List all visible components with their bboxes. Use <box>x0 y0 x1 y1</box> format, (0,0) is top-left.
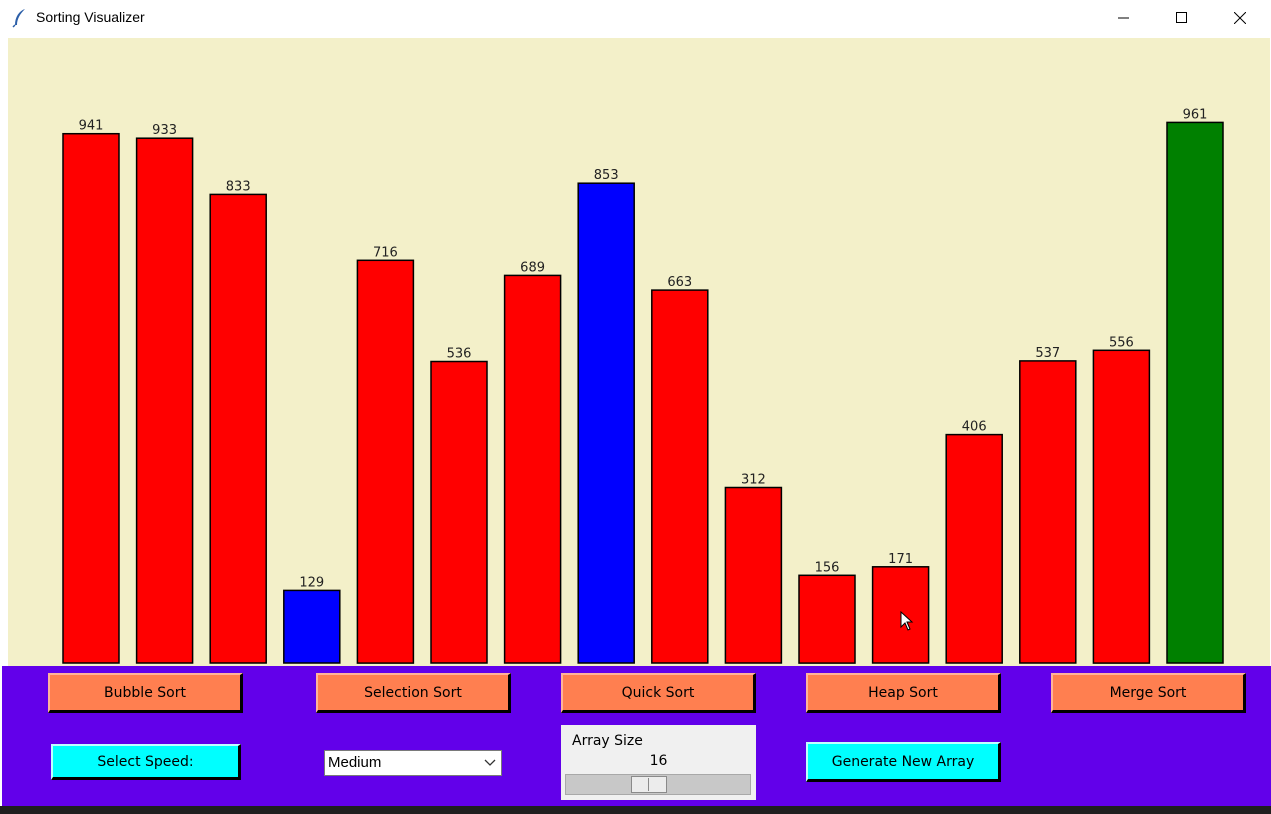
bar-value-label: 156 <box>815 560 840 575</box>
bar-value-label: 406 <box>962 420 987 435</box>
bar-7 <box>503 274 562 664</box>
bar-value-label: 716 <box>373 245 398 260</box>
generate-array-label: Generate New Array <box>831 753 975 770</box>
bar-value-label: 933 <box>152 123 177 138</box>
bar-value-label: 663 <box>667 275 692 290</box>
bar-2 <box>135 137 194 664</box>
array-size-slider-frame: Array Size 16 <box>561 725 756 800</box>
bar-9 <box>651 289 709 664</box>
array-size-slider[interactable] <box>565 774 751 795</box>
heap-sort-label: Heap Sort <box>868 684 938 701</box>
bar-value-label: 312 <box>741 473 766 488</box>
selection-sort-button[interactable]: Selection Sort <box>316 673 511 713</box>
merge-sort-button[interactable]: Merge Sort <box>1051 673 1246 713</box>
bar-3 <box>209 193 267 664</box>
bar-8 <box>577 182 635 664</box>
title-bar: Sorting Visualizer <box>0 0 1271 36</box>
close-button[interactable] <box>1211 0 1269 36</box>
merge-sort-label: Merge Sort <box>1109 684 1187 701</box>
bar-value-label: 689 <box>520 260 545 275</box>
array-size-label: Array Size <box>572 733 643 749</box>
mouse-cursor-icon <box>900 611 914 631</box>
bar-value-label: 171 <box>888 552 913 567</box>
speed-select[interactable]: Medium <box>324 750 502 776</box>
feather-icon <box>12 9 25 28</box>
generate-array-button[interactable]: Generate New Array <box>806 742 1001 782</box>
bubble-sort-label: Bubble Sort <box>104 684 186 701</box>
bar-5 <box>356 259 415 664</box>
bar-10 <box>724 486 783 664</box>
bar-value-label: 556 <box>1109 335 1134 350</box>
window-bottom-edge <box>0 806 1271 814</box>
bubble-sort-button[interactable]: Bubble Sort <box>48 673 243 713</box>
select-speed-button[interactable]: Select Speed: <box>51 744 241 780</box>
bar-value-label: 961 <box>1183 107 1208 122</box>
array-size-value: 16 <box>649 753 668 769</box>
bar-14 <box>1019 360 1077 664</box>
select-speed-label: Select Speed: <box>97 753 194 770</box>
bar-value-label: 941 <box>79 119 104 134</box>
control-panel: Bubble Sort Selection Sort Quick Sort He… <box>2 666 1271 806</box>
bar-15 <box>1092 349 1151 664</box>
heap-sort-button[interactable]: Heap Sort <box>806 673 1001 713</box>
bar-6 <box>430 360 488 664</box>
bar-canvas: 941 933 833 129 716 536 689 853 663 312 156 171 406 5… <box>8 38 1270 666</box>
maximize-icon <box>1176 12 1187 23</box>
bar-13 <box>945 433 1003 664</box>
bar-value-label: 536 <box>447 347 472 362</box>
bar-value-label: 833 <box>226 179 251 194</box>
bar-value-label: 129 <box>299 575 324 590</box>
quick-sort-button[interactable]: Quick Sort <box>561 673 756 713</box>
bar-chart: 941 933 833 129 716 536 689 853 663 312 156 171 406 5… <box>62 107 1224 664</box>
bar-value-label: 853 <box>594 168 619 183</box>
minimize-icon <box>1118 17 1129 19</box>
chevron-down-icon <box>484 759 496 766</box>
window-title: Sorting Visualizer <box>36 9 145 25</box>
slider-handle[interactable] <box>631 776 667 793</box>
bar-11 <box>798 574 856 664</box>
selection-sort-label: Selection Sort <box>364 684 462 701</box>
maximize-button[interactable] <box>1153 0 1211 36</box>
speed-select-value: Medium <box>328 754 382 771</box>
bar-4 <box>283 589 341 664</box>
quick-sort-label: Quick Sort <box>621 684 695 701</box>
bar-value-label: 537 <box>1035 346 1060 361</box>
minimize-button[interactable] <box>1095 0 1153 36</box>
bar-1 <box>62 132 120 664</box>
bar-16 <box>1166 121 1224 664</box>
close-icon <box>1234 12 1246 24</box>
